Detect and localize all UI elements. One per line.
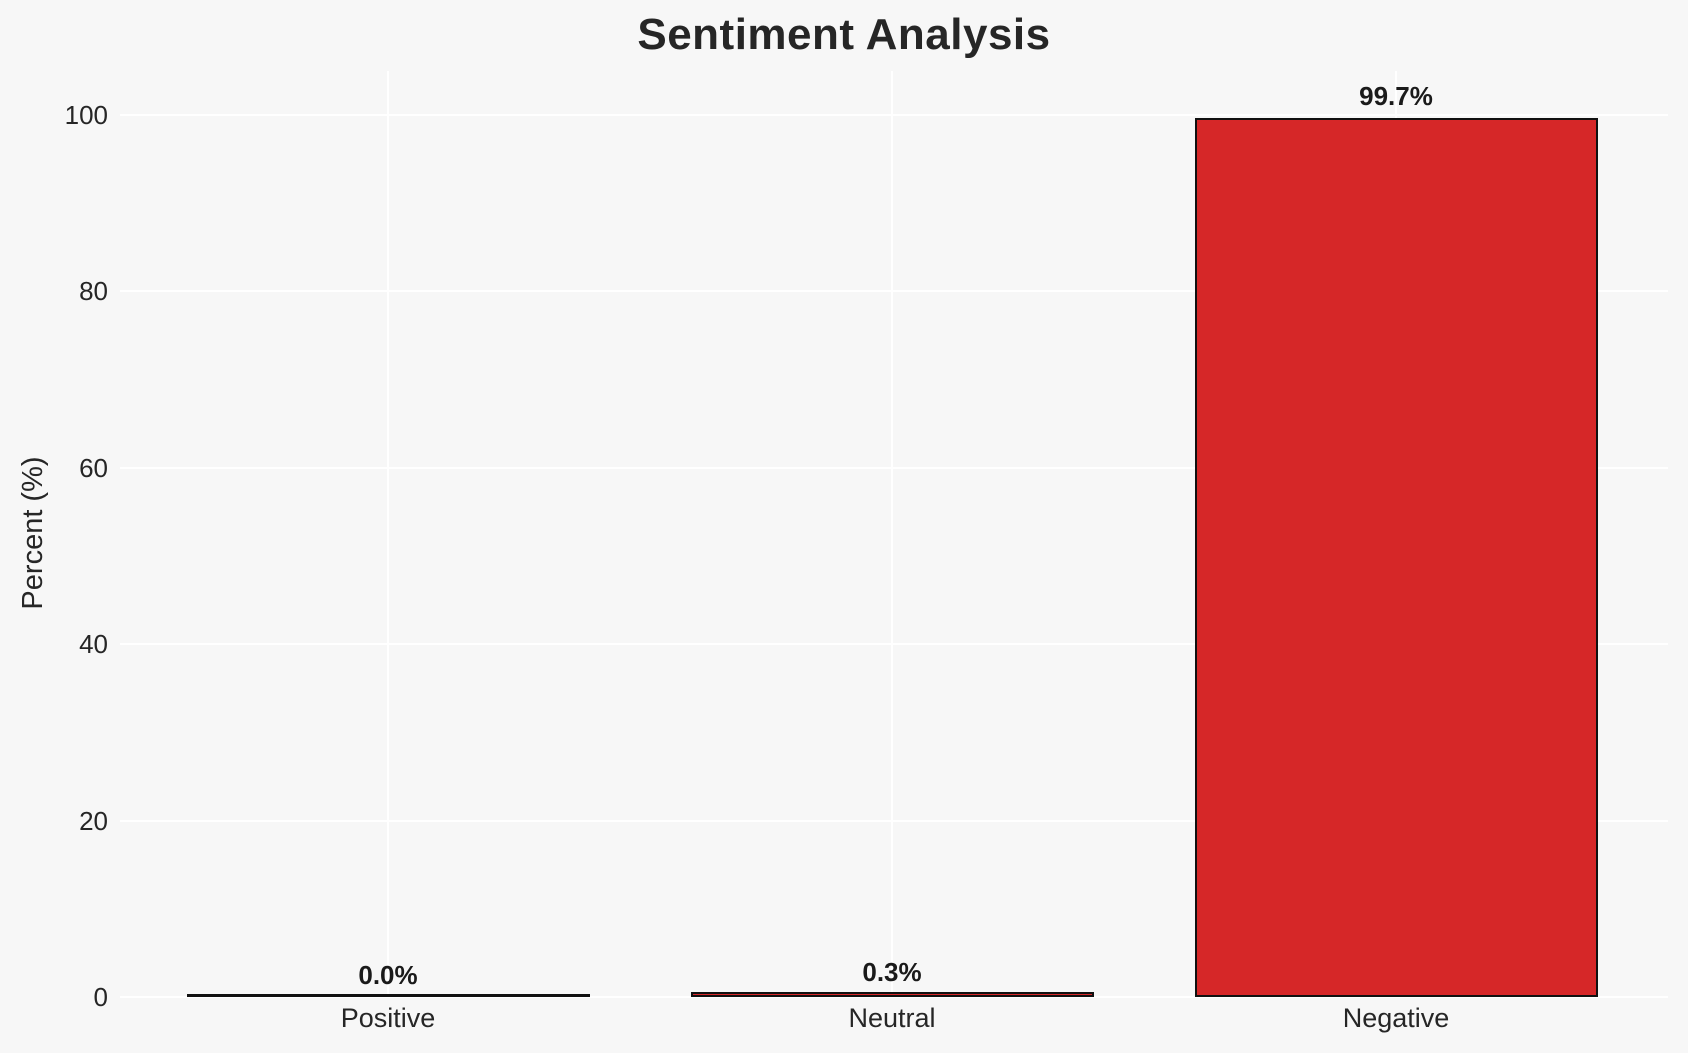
chart-title: Sentiment Analysis <box>637 10 1051 59</box>
y-gridline <box>120 290 1668 293</box>
x-gridline <box>891 71 893 997</box>
y-gridline <box>120 996 1668 998</box>
y-tick-label: 100 <box>64 100 108 130</box>
y-gridline <box>120 114 1668 116</box>
bar-neutral <box>690 992 1094 997</box>
x-tick-label: Neutral <box>848 1003 936 1033</box>
x-tick-label: Positive <box>340 1003 436 1033</box>
x-tick-label: Negative <box>1342 1003 1450 1033</box>
y-tick-label: 40 <box>79 629 108 660</box>
y-gridline <box>120 466 1668 469</box>
y-gridline <box>120 643 1668 646</box>
x-gridline <box>387 71 389 997</box>
bar-value-label: 99.7% <box>1359 80 1433 111</box>
bar-value-label: 0.3% <box>862 957 922 988</box>
bar-positive <box>186 994 590 997</box>
y-tick-label: 0 <box>93 982 108 1012</box>
bar-value-label: 0.0% <box>358 960 418 990</box>
y-tick-label: 80 <box>79 276 108 307</box>
y-tick-label: 20 <box>79 805 108 836</box>
bar-negative <box>1194 117 1598 997</box>
y-tick-label: 60 <box>79 452 108 483</box>
y-gridline <box>120 819 1668 822</box>
